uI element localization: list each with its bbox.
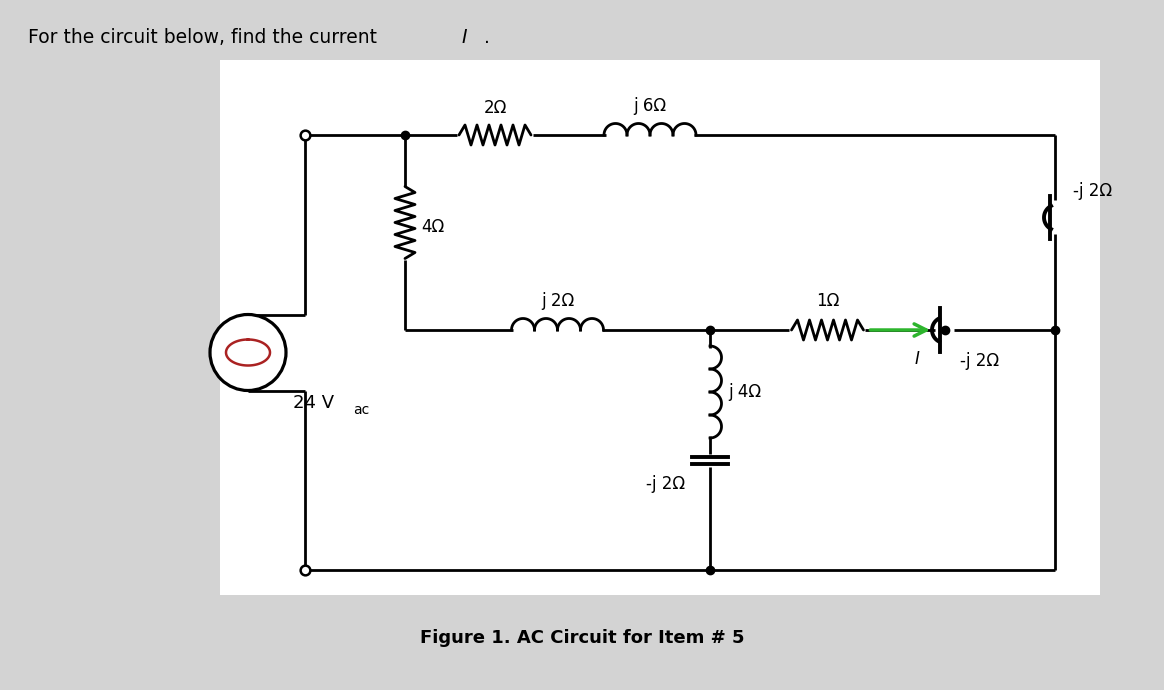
Bar bbox=[220, 60, 1100, 595]
Text: -j 2Ω: -j 2Ω bbox=[1073, 181, 1112, 199]
Text: I: I bbox=[462, 28, 468, 47]
Text: -j 2Ω: -j 2Ω bbox=[646, 475, 684, 493]
Text: Figure 1. AC Circuit for Item # 5: Figure 1. AC Circuit for Item # 5 bbox=[420, 629, 744, 647]
Text: 1Ω: 1Ω bbox=[816, 292, 839, 310]
Text: j 6Ω: j 6Ω bbox=[633, 97, 667, 115]
Text: .: . bbox=[484, 28, 490, 47]
Text: For the circuit below, find the current: For the circuit below, find the current bbox=[28, 28, 383, 47]
Text: j 2Ω: j 2Ω bbox=[541, 292, 574, 310]
Text: I: I bbox=[915, 350, 920, 368]
Text: -j 2Ω: -j 2Ω bbox=[960, 352, 999, 370]
Circle shape bbox=[210, 315, 286, 391]
Text: 2Ω: 2Ω bbox=[483, 99, 506, 117]
Text: 4Ω: 4Ω bbox=[421, 219, 445, 237]
Text: j 4Ω: j 4Ω bbox=[728, 383, 761, 401]
Text: ac: ac bbox=[353, 402, 369, 417]
Text: 24 V: 24 V bbox=[293, 395, 334, 413]
